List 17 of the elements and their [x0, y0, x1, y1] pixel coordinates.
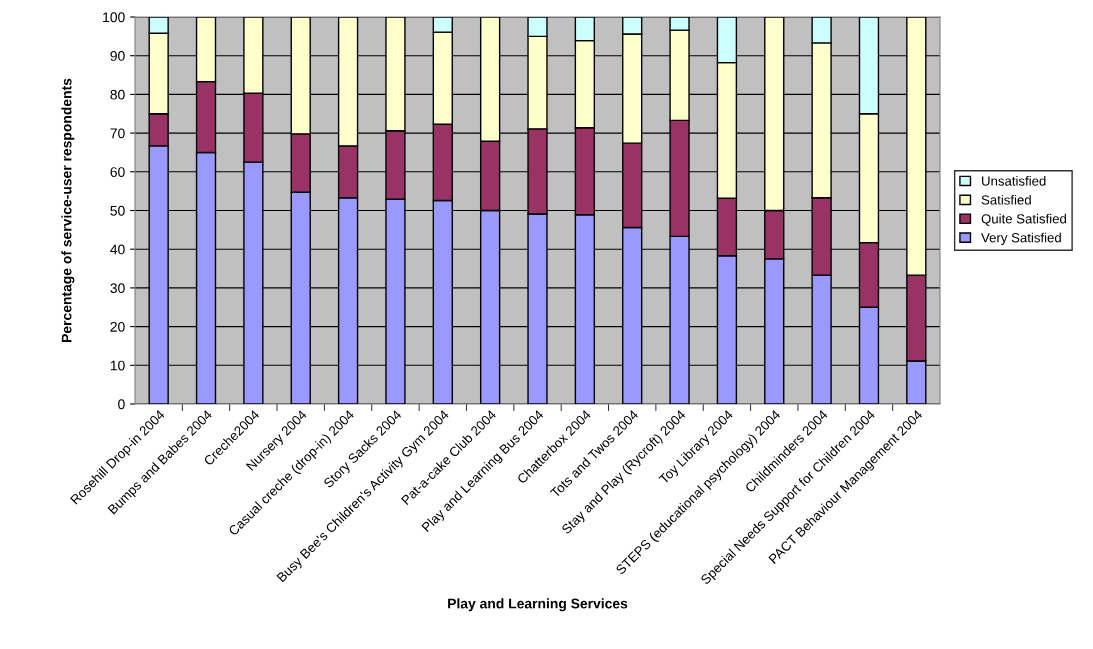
y-tick-label: 50	[110, 205, 125, 216]
y-tick-label: 100	[103, 12, 125, 23]
legend-label: Very Satisfied	[981, 232, 1061, 245]
y-tick-label: 40	[110, 244, 125, 255]
legend-label: Quite Satisfied	[981, 213, 1066, 226]
y-tick-label: 30	[110, 283, 125, 294]
y-tick-label: 90	[110, 51, 125, 61]
y-tick-label: 80	[110, 89, 125, 100]
legend-label: Unsatisfied	[982, 176, 1046, 186]
y-tick-label: 10	[110, 360, 125, 371]
y-tick-label: 20	[110, 321, 125, 332]
y-tick-label: 70	[110, 128, 125, 139]
y-tick-label: 60	[110, 167, 125, 177]
y-tick-label: 0	[118, 399, 125, 410]
y-axis-title: Percentage of service-user respondents	[61, 78, 75, 342]
x-axis-title: Play and Learning Services	[448, 598, 628, 612]
legend-label: Satisfied	[981, 194, 1031, 205]
